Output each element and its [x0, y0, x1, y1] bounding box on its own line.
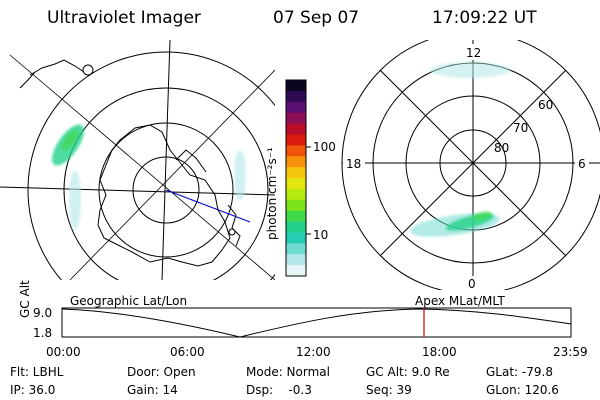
colorbar-tick-100: 100 — [313, 140, 336, 154]
status-ip: IP: 36.0 — [10, 383, 56, 397]
status-gc-alt: GC Alt: 9.0 Re — [366, 365, 450, 379]
x-tick-23-59: 23:59 — [553, 345, 588, 359]
geographic-map — [0, 40, 275, 280]
mlt-label-6: 6 — [578, 157, 586, 171]
colorbar — [285, 79, 311, 277]
y-tick-9-0: 9.0 — [33, 306, 53, 320]
colorbar-segment — [286, 90, 306, 103]
polar-mlt-map — [341, 40, 600, 290]
lat-label-70: 70 — [513, 121, 529, 135]
mlt-label-0: 0 — [468, 277, 476, 291]
colorbar-segment — [286, 145, 306, 157]
altitude-timeline — [61, 307, 572, 338]
status-door: Door: Open — [127, 365, 196, 379]
colorbar-segment — [286, 243, 306, 255]
mlt-label-12: 12 — [466, 46, 482, 60]
colorbar-segment — [286, 112, 306, 125]
lat-label-80: 80 — [494, 141, 510, 155]
header-time: 17:09:22 UT — [432, 8, 537, 28]
colorbar-segment — [286, 101, 306, 114]
status-filter: Flt: LBHL — [10, 365, 64, 379]
altitude-curve — [61, 308, 572, 338]
colorbar-segment — [286, 188, 306, 201]
status-glat: GLat: -79.8 — [486, 365, 553, 379]
status-seq: Seq: 39 — [366, 383, 412, 397]
apex-label: Apex MLat/MLT — [415, 294, 505, 308]
timeline-axis-title: GC Alt — [18, 280, 32, 318]
colorbar-segment — [286, 134, 306, 146]
y-tick-1-8: 1.8 — [33, 326, 53, 340]
header-date: 07 Sep 07 — [273, 8, 360, 28]
status-gain: Gain: 14 — [127, 383, 178, 397]
colorbar-segment — [286, 254, 306, 266]
mlt-label-18: 18 — [346, 157, 362, 171]
x-tick-18-00: 18:00 — [422, 345, 457, 359]
colorbar-segment — [286, 232, 306, 244]
colorbar-segment — [286, 199, 306, 212]
colorbar-segment — [286, 123, 306, 135]
status-mode: Mode: Normal — [246, 365, 330, 379]
colorbar-segment — [286, 80, 306, 92]
colorbar-tick-10: 10 — [313, 228, 329, 242]
timeline-frame — [61, 307, 572, 338]
status-glon: GLon: 120.6 — [486, 383, 559, 397]
x-tick-00-00: 00:00 — [46, 345, 81, 359]
colorbar-segment — [286, 167, 306, 179]
colorbar-segment — [286, 210, 306, 223]
colorbar-segment — [286, 156, 306, 168]
geographic-label: Geographic Lat/Lon — [70, 294, 188, 308]
colorbar-unit-label: photon cm⁻²s⁻¹ — [265, 147, 279, 240]
colorbar-segment — [286, 221, 306, 233]
colorbar-segment — [286, 265, 306, 277]
colorbar-segment — [286, 178, 306, 190]
colorbar-frame — [285, 79, 307, 277]
x-tick-06-00: 06:00 — [170, 345, 205, 359]
lat-label-60: 60 — [538, 98, 554, 112]
x-tick-12-00: 12:00 — [296, 345, 331, 359]
status-dsp: Dsp: -0.3 — [246, 383, 312, 397]
instrument-title: Ultraviolet Imager — [47, 8, 201, 28]
